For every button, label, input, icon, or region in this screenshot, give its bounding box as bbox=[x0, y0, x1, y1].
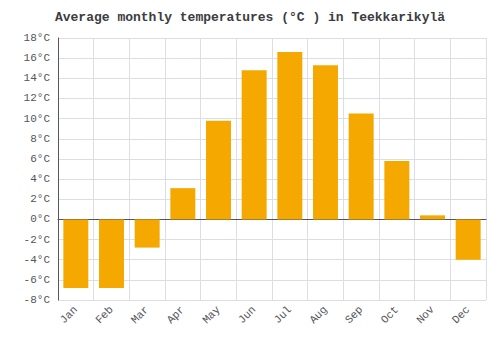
svg-text:Jun: Jun bbox=[236, 304, 258, 326]
svg-text:10°C: 10°C bbox=[24, 113, 51, 125]
svg-text:0°C: 0°C bbox=[30, 213, 50, 225]
svg-text:-6°C: -6°C bbox=[24, 274, 51, 286]
svg-text:4°C: 4°C bbox=[30, 173, 50, 185]
svg-text:-4°C: -4°C bbox=[24, 254, 51, 266]
svg-text:Dec: Dec bbox=[450, 304, 472, 326]
svg-text:16°C: 16°C bbox=[24, 52, 51, 64]
svg-text:Feb: Feb bbox=[93, 304, 115, 326]
svg-text:-2°C: -2°C bbox=[24, 234, 51, 246]
svg-text:14°C: 14°C bbox=[24, 72, 51, 84]
svg-text:Jan: Jan bbox=[58, 304, 80, 326]
svg-text:Sep: Sep bbox=[343, 304, 365, 326]
svg-text:18°C: 18°C bbox=[24, 32, 51, 44]
svg-text:Nov: Nov bbox=[414, 303, 437, 326]
svg-text:12°C: 12°C bbox=[24, 92, 51, 104]
svg-text:Oct: Oct bbox=[379, 304, 401, 326]
svg-text:Average monthly temperatures (: Average monthly temperatures (°C ) in Te… bbox=[55, 10, 445, 25]
svg-text:2°C: 2°C bbox=[30, 193, 50, 205]
svg-text:-8°C: -8°C bbox=[24, 294, 51, 306]
svg-text:Jul: Jul bbox=[272, 304, 294, 326]
svg-text:May: May bbox=[200, 303, 223, 326]
svg-text:Mar: Mar bbox=[129, 304, 151, 326]
svg-text:Aug: Aug bbox=[307, 304, 329, 326]
svg-text:6°C: 6°C bbox=[30, 153, 50, 165]
svg-text:Apr: Apr bbox=[165, 304, 187, 326]
svg-text:8°C: 8°C bbox=[30, 133, 50, 145]
